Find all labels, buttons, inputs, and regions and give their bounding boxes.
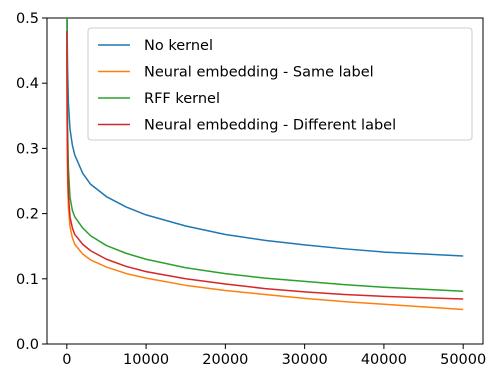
x-tick-label: 20000 [202,352,248,368]
legend-label: Neural embedding - Different label [144,118,396,134]
y-tick-label: 0.3 [16,141,39,157]
series-line-1 [66,50,464,311]
series-group [66,18,464,311]
x-tick-label: 30000 [282,352,328,368]
x-tick-label: 0 [62,352,71,368]
legend-label: No kernel [144,38,213,54]
y-axis: 0.0 0.1 0.2 0.3 0.4 0.5 [16,11,47,353]
plot-frame [46,17,484,345]
legend: No kernel Neural embedding - Same label RF… [87,27,473,141]
x-tick-label: 40000 [361,352,407,368]
series-line-0 [66,18,464,257]
y-tick-label: 0.5 [16,11,39,27]
x-tick-label: 50000 [440,352,486,368]
y-tick-label: 0.4 [16,76,39,92]
legend-label: Neural embedding - Same label [144,65,374,81]
x-axis: 0 10000 20000 30000 40000 50000 [62,344,486,368]
y-tick-label: 0.0 [16,337,39,353]
series-line-3 [66,31,464,300]
series-line-2 [66,18,464,292]
y-tick-label: 0.1 [16,272,39,288]
legend-box [87,27,473,141]
x-tick-label: 10000 [123,352,169,368]
y-tick-label: 0.2 [16,207,39,223]
legend-label: RFF kernel [144,91,220,107]
